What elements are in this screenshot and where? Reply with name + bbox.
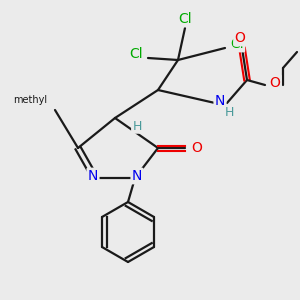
Text: H: H	[224, 106, 234, 119]
Text: O: O	[235, 31, 245, 45]
Text: Cl: Cl	[129, 47, 143, 61]
Text: N: N	[88, 169, 98, 183]
Text: O: O	[192, 141, 203, 155]
Text: methyl: methyl	[13, 95, 47, 105]
Text: Cl: Cl	[230, 37, 244, 51]
Text: O: O	[270, 76, 280, 90]
Text: N: N	[132, 169, 142, 183]
Text: H: H	[132, 119, 142, 133]
Text: N: N	[215, 94, 225, 108]
Text: Cl: Cl	[178, 12, 192, 26]
